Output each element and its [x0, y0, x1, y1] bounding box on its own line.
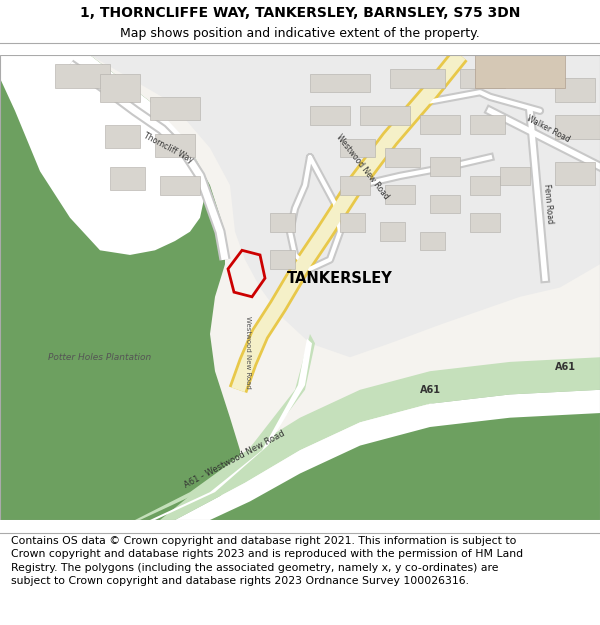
Bar — [160, 176, 200, 194]
Polygon shape — [160, 357, 600, 520]
Bar — [430, 158, 460, 176]
Polygon shape — [0, 55, 205, 255]
Bar — [340, 139, 375, 158]
Bar — [420, 232, 445, 250]
Bar — [55, 64, 110, 88]
Bar — [430, 194, 460, 213]
Bar — [270, 250, 295, 269]
Text: Map shows position and indicative extent of the property.: Map shows position and indicative extent… — [120, 27, 480, 39]
Text: Contains OS data © Crown copyright and database right 2021. This information is : Contains OS data © Crown copyright and d… — [11, 536, 523, 586]
Bar — [270, 213, 295, 232]
Text: Thorncliff Way: Thorncliff Way — [142, 131, 194, 165]
Polygon shape — [0, 381, 600, 520]
Bar — [390, 69, 445, 88]
Bar — [480, 46, 555, 74]
Bar — [385, 148, 420, 167]
Polygon shape — [0, 55, 240, 520]
Bar — [555, 162, 595, 185]
Text: 1, THORNCLIFFE WAY, TANKERSLEY, BARNSLEY, S75 3DN: 1, THORNCLIFFE WAY, TANKERSLEY, BARNSLEY… — [80, 6, 520, 20]
Bar — [385, 185, 415, 204]
Text: A61: A61 — [554, 361, 575, 371]
Bar — [310, 74, 370, 92]
Polygon shape — [100, 339, 312, 520]
Text: TANKERSLEY: TANKERSLEY — [287, 271, 393, 286]
Bar — [460, 69, 505, 88]
Text: Westwood New Road: Westwood New Road — [335, 132, 391, 201]
Text: A61 - Westwood New Road: A61 - Westwood New Road — [183, 429, 287, 490]
Bar — [360, 106, 410, 125]
Bar — [380, 222, 405, 241]
Bar — [470, 213, 500, 232]
Bar — [105, 125, 140, 148]
Bar — [150, 97, 200, 120]
Bar — [100, 74, 140, 101]
Text: Westwood New Road: Westwood New Road — [245, 316, 251, 389]
Polygon shape — [90, 55, 600, 358]
Text: Potter Holes Plantation: Potter Holes Plantation — [49, 352, 152, 362]
Bar — [470, 116, 505, 134]
Bar — [155, 134, 195, 158]
Text: Walker Road: Walker Road — [525, 114, 571, 144]
Bar — [340, 213, 365, 232]
Bar — [475, 55, 565, 88]
Text: A61: A61 — [419, 385, 440, 395]
Text: Fenn Road: Fenn Road — [542, 184, 554, 224]
Bar — [555, 78, 595, 101]
Bar — [500, 167, 530, 185]
Bar — [420, 116, 460, 134]
Bar — [310, 106, 350, 125]
Bar — [340, 176, 370, 194]
Bar — [470, 176, 500, 194]
Polygon shape — [175, 390, 600, 520]
Bar — [555, 116, 600, 139]
Polygon shape — [80, 334, 315, 520]
Bar — [110, 167, 145, 190]
